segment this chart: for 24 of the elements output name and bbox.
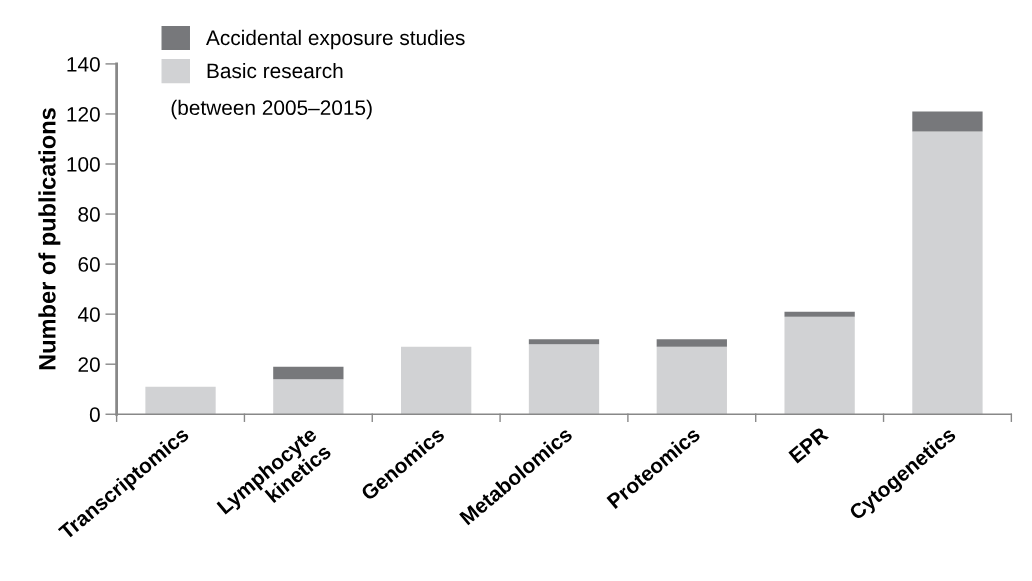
bar (784, 311, 855, 317)
bar (656, 339, 727, 347)
y-tick-label: 20 (78, 357, 100, 372)
y-tick-label: 40 (77, 307, 100, 322)
y-tick-label: 80 (78, 207, 100, 222)
bar (656, 346, 727, 415)
y-tick-label: 140 (67, 56, 100, 72)
y-tick-label: 120 (67, 106, 100, 122)
legend-label: Accidental exposure studies (206, 29, 465, 50)
bar (912, 111, 983, 132)
bar (784, 316, 855, 415)
y-axis-title: Number of publications (38, 108, 61, 370)
bar (528, 339, 600, 345)
bar (273, 379, 344, 415)
y-tick-label: 100 (67, 157, 100, 172)
y-tick-label: 60 (78, 257, 100, 272)
bar (401, 346, 472, 415)
annotation: (between 2005–2015) (171, 99, 372, 120)
legend-label: Basic research (207, 62, 343, 79)
bar (528, 344, 600, 415)
y-tick-label: 0 (89, 407, 100, 423)
bar (273, 366, 344, 380)
bar (912, 131, 983, 415)
bar (145, 386, 216, 415)
